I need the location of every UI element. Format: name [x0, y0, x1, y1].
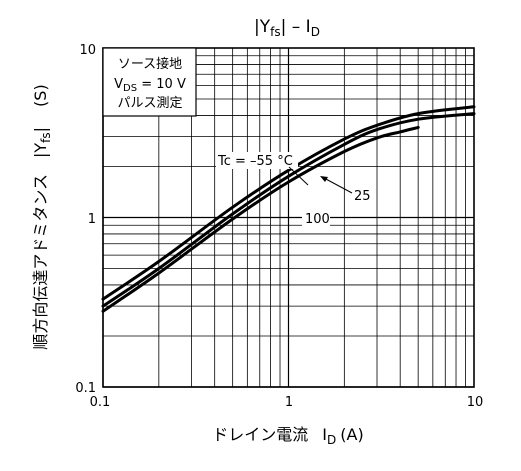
chart-title: |Yfs| – ID — [254, 17, 320, 39]
series-line-25 — [101, 112, 476, 308]
plot-frame — [102, 47, 475, 388]
t25-leader — [323, 177, 353, 194]
series-line-100 — [101, 125, 420, 313]
t100-label: 100 — [305, 212, 330, 227]
y-tick-0.1: 0.1 — [75, 381, 96, 396]
x-tick-10: 10 — [467, 395, 484, 410]
t100-label-bg — [302, 211, 330, 227]
conditions-line3: パルス測定 — [117, 96, 182, 111]
y-tick-1: 1 — [88, 212, 96, 227]
t25-arrowhead — [320, 176, 328, 182]
x-axis-label: ドレイン電流 ID (A) — [212, 425, 363, 447]
tc-leader — [288, 166, 309, 186]
y-tick-10: 10 — [79, 43, 96, 58]
series-line--55 — [101, 105, 476, 301]
t25-label: 25 — [354, 189, 371, 204]
conditions-line2: VDS = 10 V — [114, 77, 186, 94]
curves — [101, 105, 476, 313]
x-tick-0.1: 0.1 — [90, 395, 111, 410]
tc-label: Tc = –55 °C — [217, 154, 293, 169]
conditions-line1: ソース接地 — [118, 56, 182, 72]
x-tick-1: 1 — [285, 395, 293, 410]
tc-label-bg — [216, 152, 298, 169]
y-axis-label: 順方向伝達アドミタンス|Yfs|(S) — [31, 84, 53, 349]
t25-label-bg — [351, 188, 373, 204]
conditions-box — [102, 47, 197, 117]
grid-lines — [102, 48, 474, 388]
